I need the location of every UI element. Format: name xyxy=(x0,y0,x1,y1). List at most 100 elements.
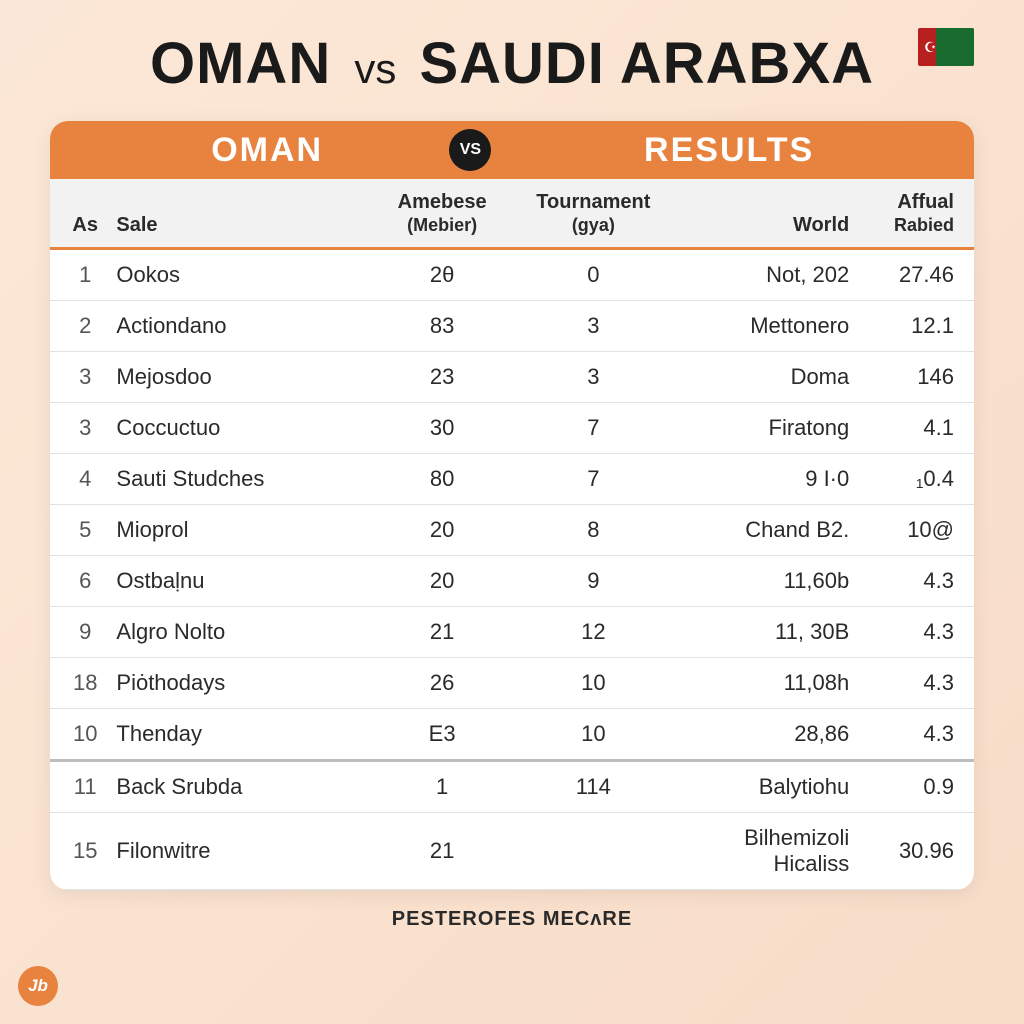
cell: Chand B2. xyxy=(672,505,860,556)
cell: Firatong xyxy=(672,403,860,454)
cell: 11, 30B xyxy=(672,607,860,658)
table-row: 1Ookos2θ0Not, 20227.46 xyxy=(50,249,974,301)
cell: 4.3 xyxy=(859,709,974,761)
cell: Thenday xyxy=(108,709,369,761)
cell: 7 xyxy=(515,403,671,454)
cell: 21 xyxy=(369,813,515,890)
cell: 4 xyxy=(50,454,108,505)
cell: 2θ xyxy=(369,249,515,301)
cell: 10@ xyxy=(859,505,974,556)
title-right: SAUDI ARABXA xyxy=(419,31,874,96)
cell: 83 xyxy=(369,301,515,352)
cell: 9 xyxy=(515,556,671,607)
cell: Sauti Studches xyxy=(108,454,369,505)
cell: Mettonero xyxy=(672,301,860,352)
cell: 5 xyxy=(50,505,108,556)
cell: 20 xyxy=(369,505,515,556)
table-row: 10ThendayE31028,864.3 xyxy=(50,709,974,761)
cell: 3 xyxy=(50,352,108,403)
cell: 27.46 xyxy=(859,249,974,301)
cell: 18 xyxy=(50,658,108,709)
cell: 11,60b xyxy=(672,556,860,607)
title-vs: vs xyxy=(354,45,396,92)
col-tournament: Tournament(gya) xyxy=(515,179,671,249)
cell: 12.1 xyxy=(859,301,974,352)
cell: Actiondano xyxy=(108,301,369,352)
cell: 0 xyxy=(515,249,671,301)
table-row: 15Filonwitre21 Bilhemizoli Hicaliss30.96 xyxy=(50,813,974,890)
cell: 15 xyxy=(50,813,108,890)
cell: 11 xyxy=(50,761,108,813)
cell: 3 xyxy=(515,301,671,352)
cell: E3 xyxy=(369,709,515,761)
cell: 4.3 xyxy=(859,607,974,658)
cell: 30 xyxy=(369,403,515,454)
col-sale: Sale xyxy=(108,179,369,249)
cell: Not, 202 xyxy=(672,249,860,301)
cell: Balytiohu xyxy=(672,761,860,813)
cell: 10 xyxy=(50,709,108,761)
cell: ₁0.4 xyxy=(859,454,974,505)
cell: 10 xyxy=(515,709,671,761)
cell: Back Srubda xyxy=(108,761,369,813)
page-title: OMAN vs SAUDI ARABXA xyxy=(50,30,974,97)
table-row: 5Mioprol208Chand B2.10@ xyxy=(50,505,974,556)
cell: 4.1 xyxy=(859,403,974,454)
cell: 21 xyxy=(369,607,515,658)
table-row: 11Back Srubda1114Balytiohu0.9 xyxy=(50,761,974,813)
col-amebese: Amebese(Mebier) xyxy=(369,179,515,249)
cell: 3 xyxy=(50,403,108,454)
cell: 9 xyxy=(50,607,108,658)
table-row: 3Mejosdoo233Doma146 xyxy=(50,352,974,403)
cell: Algro Nolto xyxy=(108,607,369,658)
table-row: 9Algro Nolto211211, 30B4.3 xyxy=(50,607,974,658)
table-row: 3Coccuctuo307Firatong4.1 xyxy=(50,403,974,454)
results-table: As Sale Amebese(Mebier) Tournament(gya) … xyxy=(50,179,974,890)
cell: Filonwitre xyxy=(108,813,369,890)
cell: Bilhemizoli Hicaliss xyxy=(672,813,860,890)
cell: Ookos xyxy=(108,249,369,301)
cell: Piȯthodays xyxy=(108,658,369,709)
cell: 20 xyxy=(369,556,515,607)
cell: 30.96 xyxy=(859,813,974,890)
cell: 10 xyxy=(515,658,671,709)
table-row: 2Actiondano833Mettonero12.1 xyxy=(50,301,974,352)
banner-left: OMAN xyxy=(50,131,484,170)
cell: 1 xyxy=(369,761,515,813)
table-row: 4Sauti Studches8079 I·0₁0.4 xyxy=(50,454,974,505)
col-world: World xyxy=(672,179,860,249)
cell: 4.3 xyxy=(859,658,974,709)
table-header-row: As Sale Amebese(Mebier) Tournament(gya) … xyxy=(50,179,974,249)
cell: 146 xyxy=(859,352,974,403)
footer-text: PESTEROFES MECᴧRE xyxy=(50,908,974,931)
cell: 1 xyxy=(50,249,108,301)
cell: 4.3 xyxy=(859,556,974,607)
cell: 26 xyxy=(369,658,515,709)
cell: 3 xyxy=(515,352,671,403)
cell: 8 xyxy=(515,505,671,556)
table-row: 18Piȯthodays261011,08h4.3 xyxy=(50,658,974,709)
cell: 9 I·0 xyxy=(672,454,860,505)
col-as: As xyxy=(50,179,108,249)
cell: Mioprol xyxy=(108,505,369,556)
cell: Coccuctuo xyxy=(108,403,369,454)
table-banner: OMAN VS RESULTS xyxy=(50,121,974,179)
cell: 80 xyxy=(369,454,515,505)
cell: 12 xyxy=(515,607,671,658)
cell: 114 xyxy=(515,761,671,813)
cell: 0.9 xyxy=(859,761,974,813)
cell xyxy=(515,813,671,890)
table-body: 1Ookos2θ0Not, 20227.462Actiondano833Mett… xyxy=(50,249,974,890)
flag-icon: ☪ xyxy=(918,28,974,66)
banner-right: RESULTS xyxy=(484,131,974,170)
cell: 11,08h xyxy=(672,658,860,709)
cell: 28,86 xyxy=(672,709,860,761)
cell: 23 xyxy=(369,352,515,403)
brand-logo-icon: Jb xyxy=(18,966,58,1006)
cell: Ostbaḷnu xyxy=(108,556,369,607)
cell: 2 xyxy=(50,301,108,352)
table-row: 6Ostbaḷnu20911,60b4.3 xyxy=(50,556,974,607)
vs-badge: VS xyxy=(449,129,491,171)
cell: 7 xyxy=(515,454,671,505)
cell: Mejosdoo xyxy=(108,352,369,403)
